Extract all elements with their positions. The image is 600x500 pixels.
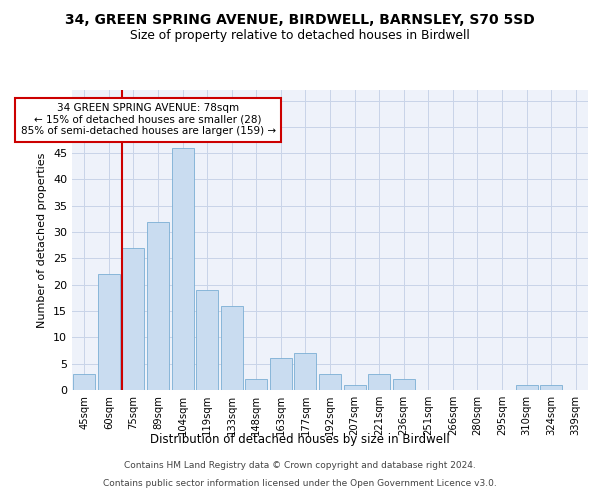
Bar [221,306,243,390]
Bar [319,374,341,390]
Bar [368,374,390,390]
Bar [73,374,95,390]
Text: Size of property relative to detached houses in Birdwell: Size of property relative to detached ho… [130,29,470,42]
Bar [270,358,292,390]
Bar [344,384,365,390]
Bar [98,274,120,390]
Bar [147,222,169,390]
Bar [295,353,316,390]
Bar [392,380,415,390]
Text: Distribution of detached houses by size in Birdwell: Distribution of detached houses by size … [150,432,450,446]
Bar [196,290,218,390]
Y-axis label: Number of detached properties: Number of detached properties [37,152,47,328]
Text: Contains HM Land Registry data © Crown copyright and database right 2024.: Contains HM Land Registry data © Crown c… [124,461,476,470]
Text: Contains public sector information licensed under the Open Government Licence v3: Contains public sector information licen… [103,478,497,488]
Bar [122,248,145,390]
Text: 34 GREEN SPRING AVENUE: 78sqm
← 15% of detached houses are smaller (28)
85% of s: 34 GREEN SPRING AVENUE: 78sqm ← 15% of d… [20,103,276,136]
Bar [515,384,538,390]
Bar [245,380,268,390]
Text: 34, GREEN SPRING AVENUE, BIRDWELL, BARNSLEY, S70 5SD: 34, GREEN SPRING AVENUE, BIRDWELL, BARNS… [65,12,535,26]
Bar [172,148,194,390]
Bar [540,384,562,390]
